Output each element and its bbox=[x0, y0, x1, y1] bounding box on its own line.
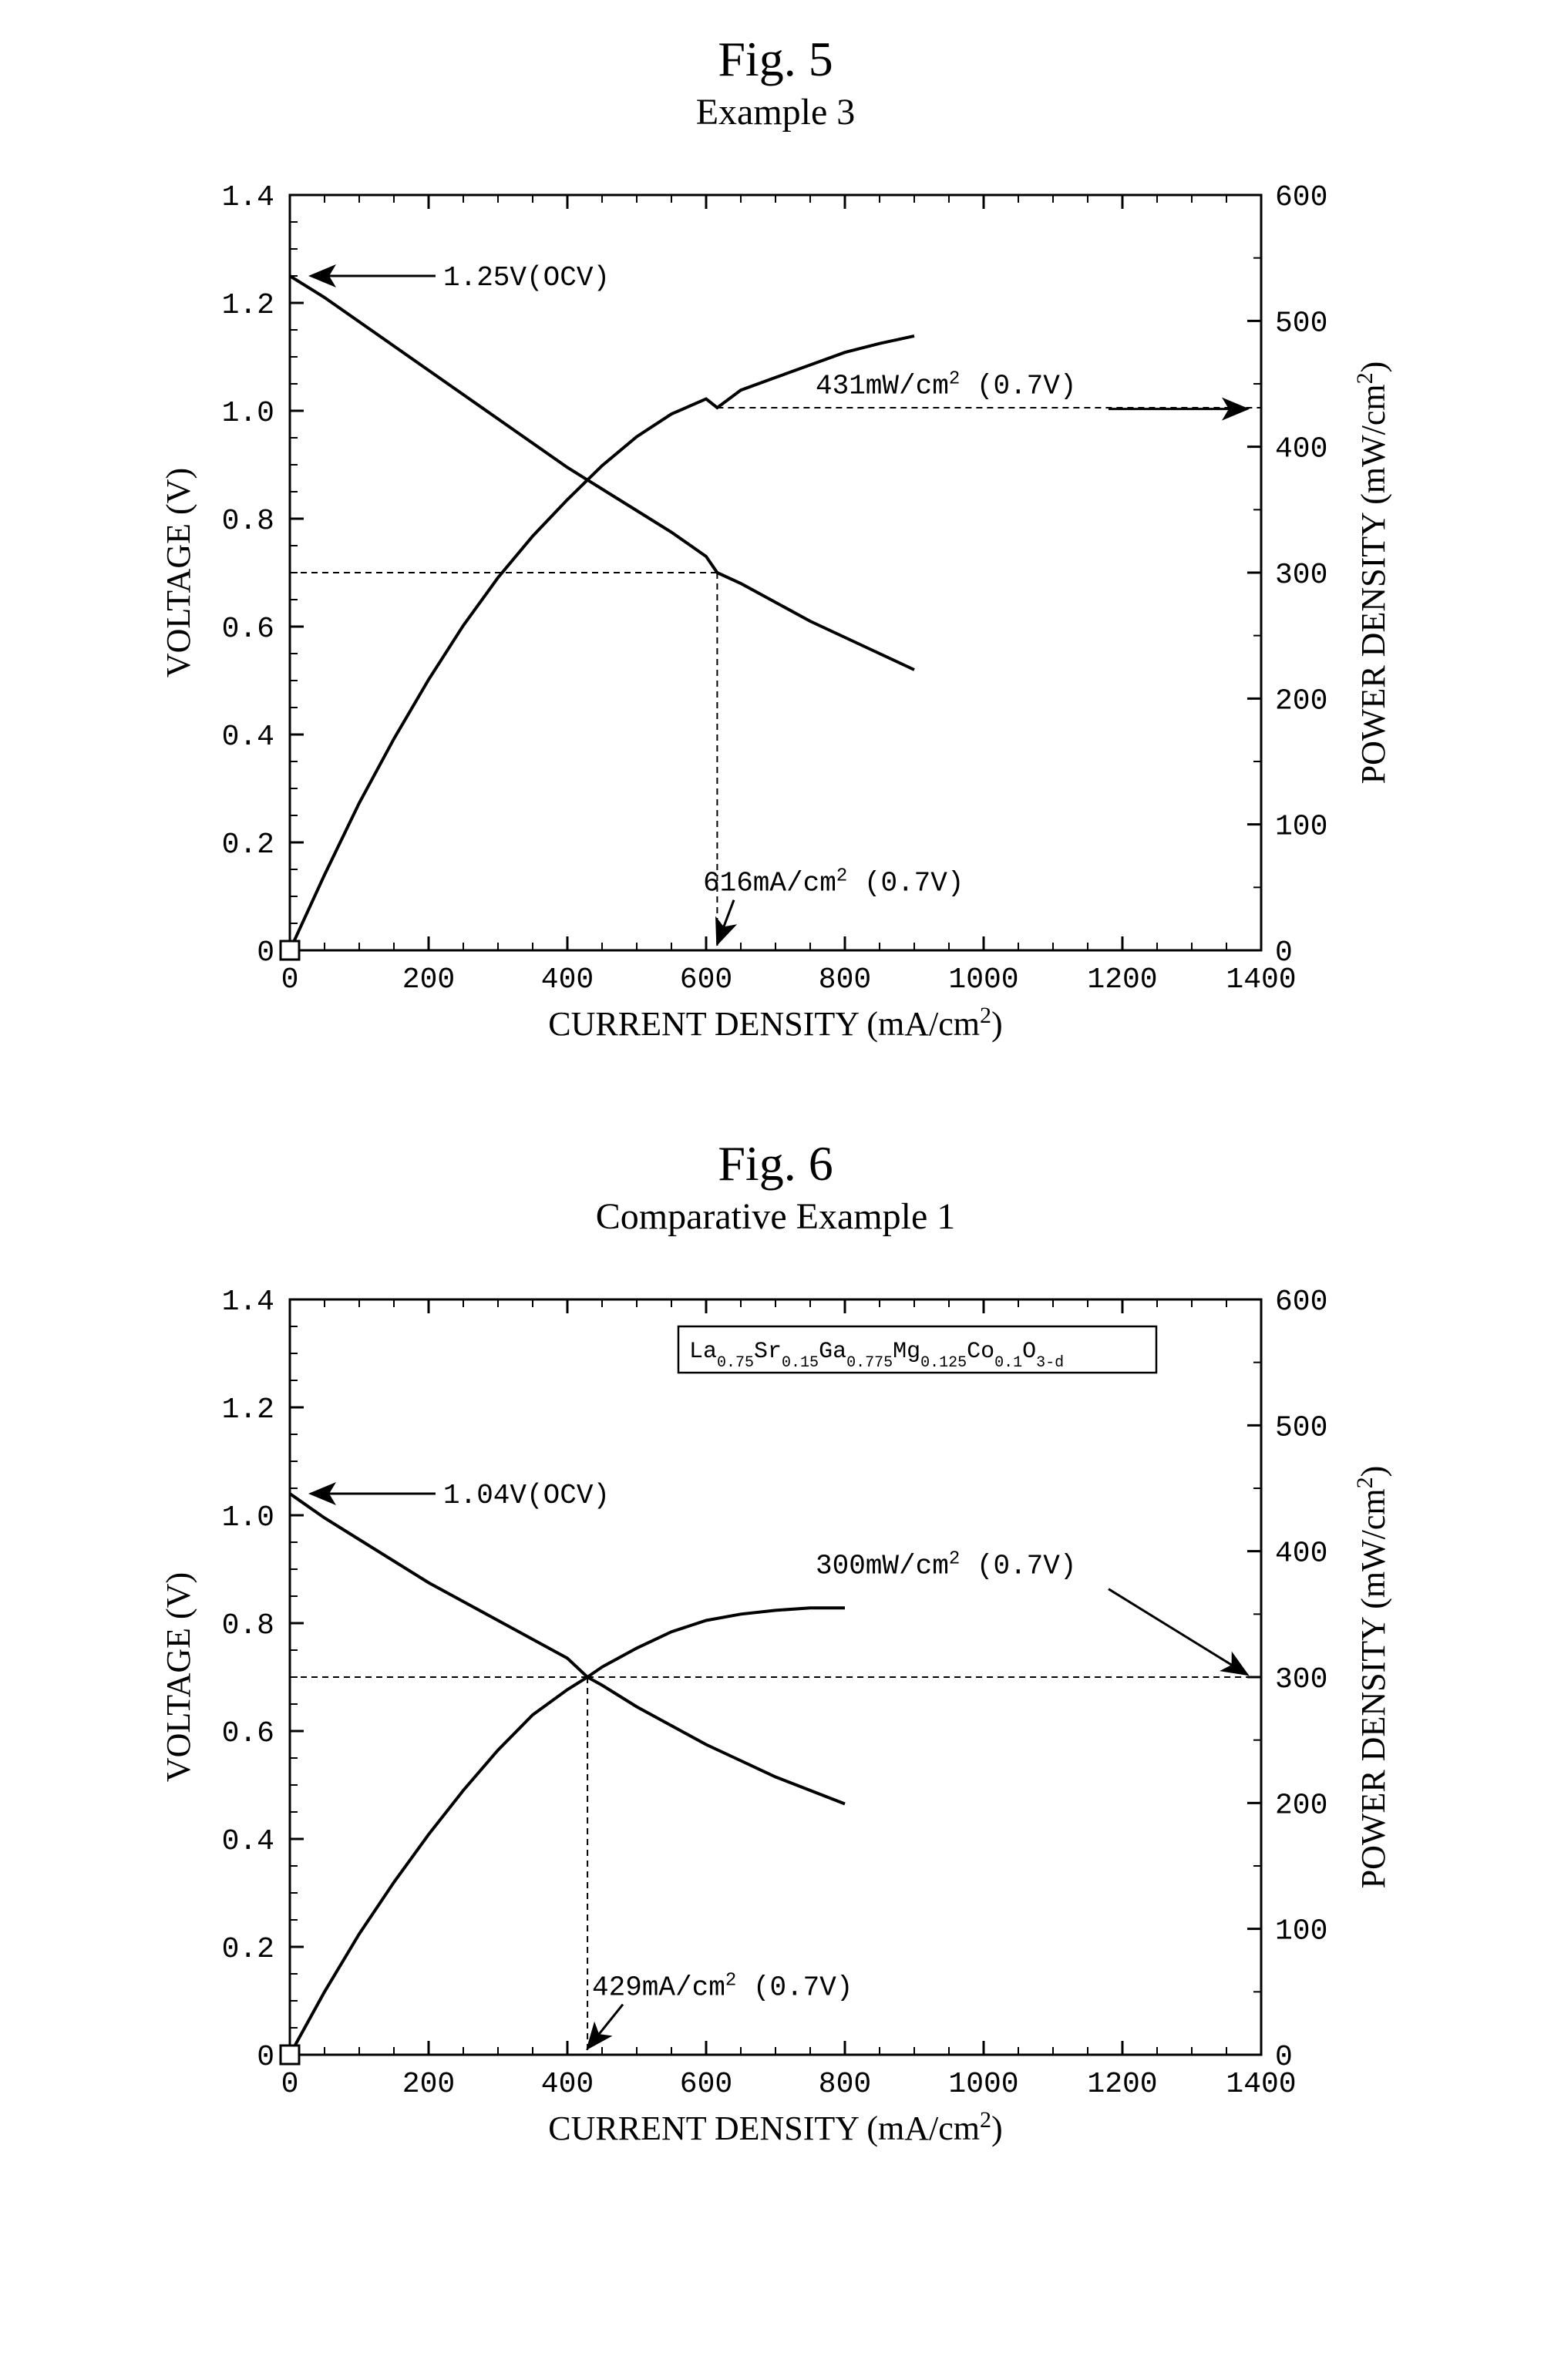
svg-text:600: 600 bbox=[680, 963, 732, 997]
svg-text:0: 0 bbox=[281, 963, 299, 997]
fig5-subtitle: Example 3 bbox=[120, 91, 1431, 133]
fig6-subtitle: Comparative Example 1 bbox=[120, 1195, 1431, 1238]
svg-text:200: 200 bbox=[402, 963, 455, 997]
svg-text:200: 200 bbox=[1275, 684, 1327, 718]
svg-text:0.8: 0.8 bbox=[222, 1609, 274, 1642]
svg-text:1.4: 1.4 bbox=[222, 181, 274, 214]
svg-text:200: 200 bbox=[1275, 1789, 1327, 1822]
svg-text:300: 300 bbox=[1275, 559, 1327, 592]
svg-text:429mA/cm2 (0.7V): 429mA/cm2 (0.7V) bbox=[592, 1970, 853, 2004]
svg-text:CURRENT DENSITY (mA/cm2): CURRENT DENSITY (mA/cm2) bbox=[548, 2107, 1002, 2148]
svg-text:0.4: 0.4 bbox=[222, 721, 274, 754]
svg-text:300mW/cm2 (0.7V): 300mW/cm2 (0.7V) bbox=[816, 1548, 1076, 1582]
figure-6-container: Fig. 6 Comparative Example 1 0 200 400 600 8… bbox=[120, 1135, 1431, 2178]
svg-text:800: 800 bbox=[819, 2068, 871, 2101]
svg-text:0.6: 0.6 bbox=[222, 613, 274, 646]
svg-text:1.25V(OCV): 1.25V(OCV) bbox=[443, 262, 610, 294]
svg-text:0.8: 0.8 bbox=[222, 505, 274, 538]
svg-text:500: 500 bbox=[1275, 1411, 1327, 1444]
fig5-chart: 020040060080010001200140000.20.40.60.81.… bbox=[120, 149, 1431, 1074]
svg-text:600: 600 bbox=[1275, 1286, 1327, 1319]
svg-text:500: 500 bbox=[1275, 307, 1327, 340]
svg-text:431mW/cm2 (0.7V): 431mW/cm2 (0.7V) bbox=[816, 368, 1076, 402]
svg-text:400: 400 bbox=[1275, 1538, 1327, 1571]
svg-text:400: 400 bbox=[541, 2068, 594, 2101]
svg-text:100: 100 bbox=[1275, 811, 1327, 844]
svg-text:600: 600 bbox=[680, 2068, 732, 2101]
svg-text:0: 0 bbox=[257, 936, 274, 970]
svg-text:800: 800 bbox=[819, 963, 871, 997]
svg-text:VOLTAGE (V): VOLTAGE (V) bbox=[160, 1572, 197, 1782]
svg-text:1200: 1200 bbox=[1087, 963, 1157, 997]
svg-text:616mA/cm2 (0.7V): 616mA/cm2 (0.7V) bbox=[703, 866, 964, 899]
svg-text:1000: 1000 bbox=[948, 963, 1018, 997]
svg-text:0.2: 0.2 bbox=[222, 1933, 274, 1966]
fig6-chart: 020040060080010001200140000.20.40.60.81.… bbox=[120, 1253, 1431, 2178]
svg-text:0.4: 0.4 bbox=[222, 1825, 274, 1858]
svg-text:0: 0 bbox=[257, 2041, 274, 2074]
svg-text:600: 600 bbox=[1275, 181, 1327, 214]
figure-5-container: Fig. 5 Example 3 02004006008001000120014… bbox=[120, 31, 1431, 1074]
svg-text:100: 100 bbox=[1275, 1915, 1327, 1948]
svg-text:POWER DENSITY (mW/cm2): POWER DENSITY (mW/cm2) bbox=[1352, 361, 1393, 785]
svg-text:VOLTAGE (V): VOLTAGE (V) bbox=[160, 468, 197, 677]
svg-text:400: 400 bbox=[541, 963, 594, 997]
svg-text:0: 0 bbox=[1275, 2041, 1293, 2074]
svg-text:1000: 1000 bbox=[948, 2068, 1018, 2101]
svg-text:0.6: 0.6 bbox=[222, 1717, 274, 1750]
svg-text:0: 0 bbox=[1275, 936, 1293, 970]
svg-text:300: 300 bbox=[1275, 1663, 1327, 1696]
svg-text:CURRENT DENSITY (mA/cm2): CURRENT DENSITY (mA/cm2) bbox=[548, 1003, 1002, 1044]
svg-text:200: 200 bbox=[402, 2068, 455, 2101]
svg-text:0.2: 0.2 bbox=[222, 829, 274, 862]
svg-text:1.0: 1.0 bbox=[222, 1501, 274, 1535]
svg-text:400: 400 bbox=[1275, 433, 1327, 466]
svg-text:POWER DENSITY (mW/cm2): POWER DENSITY (mW/cm2) bbox=[1352, 1466, 1393, 1889]
svg-text:1.04V(OCV): 1.04V(OCV) bbox=[443, 1480, 610, 1511]
svg-text:1.2: 1.2 bbox=[222, 1393, 274, 1427]
fig6-title: Fig. 6 bbox=[120, 1135, 1431, 1192]
fig5-title: Fig. 5 bbox=[120, 31, 1431, 88]
svg-text:1200: 1200 bbox=[1087, 2068, 1157, 2101]
svg-text:1.0: 1.0 bbox=[222, 397, 274, 430]
svg-text:0: 0 bbox=[281, 2068, 299, 2101]
svg-text:1.2: 1.2 bbox=[222, 289, 274, 322]
svg-text:1.4: 1.4 bbox=[222, 1286, 274, 1319]
